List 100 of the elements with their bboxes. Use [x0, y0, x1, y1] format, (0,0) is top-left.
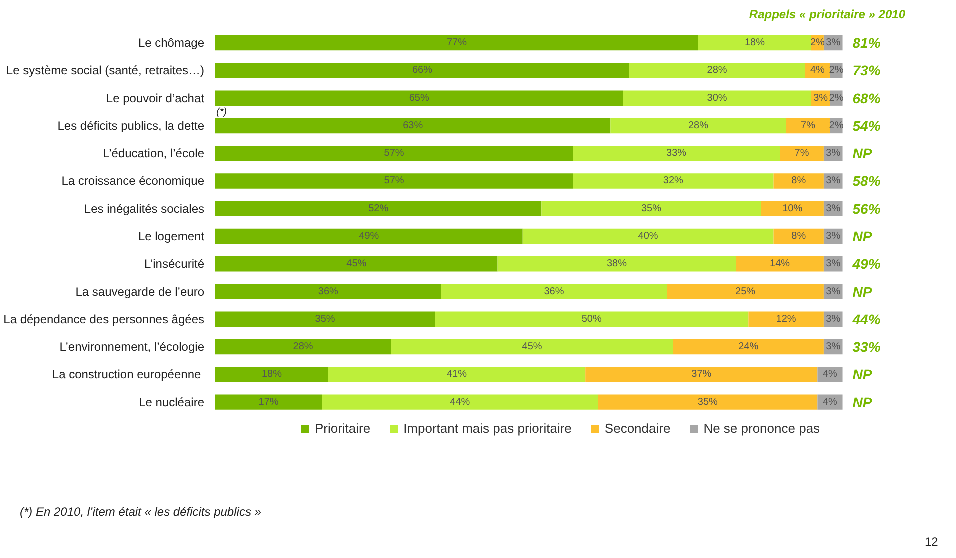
bar	[441, 284, 668, 300]
bar	[328, 367, 586, 382]
y-tick-label: Le chômage	[138, 36, 205, 50]
y-tick-label: L’environnement, l’écologie	[60, 340, 205, 354]
text: NP	[852, 228, 873, 244]
data-label: 40%	[638, 231, 658, 242]
legend-label: Secondaire	[604, 421, 671, 436]
data-label: 65%	[409, 92, 430, 104]
bar	[216, 201, 542, 216]
bar	[216, 63, 630, 78]
bar	[216, 284, 442, 300]
y-tick-label: La construction européenne	[52, 368, 202, 382]
bar	[573, 174, 774, 189]
text: 44%	[852, 311, 882, 328]
data-label: 28%	[293, 342, 314, 353]
data-label: 35%	[315, 314, 336, 325]
bar	[774, 174, 824, 189]
bar	[761, 201, 824, 216]
bar	[736, 256, 824, 272]
bar	[573, 146, 780, 162]
data-label: 8%	[792, 231, 806, 242]
data-label: 3%	[826, 314, 841, 325]
bar	[216, 339, 392, 355]
text: 49%	[852, 256, 882, 272]
data-label: 35%	[698, 396, 718, 408]
data-label: 7%	[794, 148, 810, 160]
data-label: 28%	[688, 120, 709, 132]
data-label: 36%	[318, 286, 339, 298]
data-label: 4%	[823, 369, 838, 380]
text: NP	[852, 146, 873, 162]
data-label: 28%	[707, 65, 728, 76]
legend-label: Ne se prononce pas	[704, 421, 820, 436]
bar	[698, 35, 812, 51]
data-label: 36%	[544, 286, 564, 298]
data-label: 50%	[582, 314, 602, 325]
text: 81%	[852, 35, 882, 52]
bar	[542, 201, 762, 216]
legend-label: Important mais pas prioritaire	[404, 421, 572, 436]
data-label: 3%	[826, 203, 841, 214]
bar	[780, 146, 824, 162]
data-label: 4%	[823, 396, 838, 408]
bar	[216, 90, 624, 106]
y-tick-label: L’insécurité	[144, 257, 205, 272]
bar	[216, 228, 523, 244]
legend-label: Prioritaire	[314, 421, 371, 436]
text: (*) En 2010, l’item était « les déficits publics »	[20, 505, 262, 519]
bar	[748, 312, 824, 327]
y-tick-label: Le nucléaire	[139, 395, 205, 410]
y-tick-label: Les déficits publics, la dette	[58, 118, 205, 133]
data-label: 63%	[403, 120, 424, 132]
y-tick-label: La croissance économique	[62, 174, 205, 188]
bar	[522, 228, 774, 244]
data-label: 10%	[782, 203, 803, 214]
data-label: 44%	[450, 396, 470, 408]
text: NP	[852, 284, 873, 300]
data-label: 3%	[826, 258, 841, 270]
bar	[667, 284, 824, 300]
data-label: 25%	[736, 286, 756, 298]
data-label: 3%	[826, 148, 841, 160]
y-tick-label: La sauvegarde de l’euro	[76, 284, 205, 299]
bar	[498, 256, 736, 272]
bar	[216, 174, 574, 189]
data-label: 45%	[346, 258, 367, 270]
data-label: 66%	[412, 65, 433, 76]
y-tick-label: Les inégalités sociales	[84, 202, 205, 216]
data-label: 24%	[738, 342, 759, 353]
bar	[391, 339, 674, 355]
bar	[586, 367, 818, 382]
bar	[598, 394, 818, 410]
bar	[216, 35, 698, 51]
text: 73%	[852, 62, 882, 79]
text: 54%	[852, 118, 882, 134]
text: 68%	[852, 90, 882, 106]
text: Rappels « prioritaire » 2010	[749, 8, 906, 22]
bar	[216, 118, 611, 134]
data-label: 45%	[522, 342, 542, 353]
bar	[623, 90, 812, 106]
data-label: 3%	[826, 342, 841, 353]
data-label: 57%	[384, 148, 404, 160]
bar	[786, 118, 830, 134]
bar	[774, 228, 824, 244]
data-label: 41%	[446, 369, 468, 380]
data-label: 7%	[801, 120, 816, 132]
bar	[630, 63, 806, 78]
data-label: 49%	[359, 231, 380, 242]
text: 56%	[852, 200, 882, 217]
bar	[322, 394, 598, 410]
y-tick-label: Le système social (santé, retraites…)	[6, 64, 205, 78]
bar	[435, 312, 749, 327]
text: 12	[925, 535, 938, 549]
data-label: 3%	[826, 176, 841, 187]
data-label: 33%	[666, 148, 687, 160]
y-tick-label: Le logement	[138, 230, 206, 244]
data-label: 17%	[258, 396, 279, 408]
bar	[610, 118, 786, 134]
data-label: 3%	[826, 286, 841, 298]
data-label: 14%	[770, 258, 790, 270]
data-label: 37%	[692, 369, 712, 380]
bar	[216, 394, 322, 410]
data-label: 52%	[368, 203, 389, 214]
